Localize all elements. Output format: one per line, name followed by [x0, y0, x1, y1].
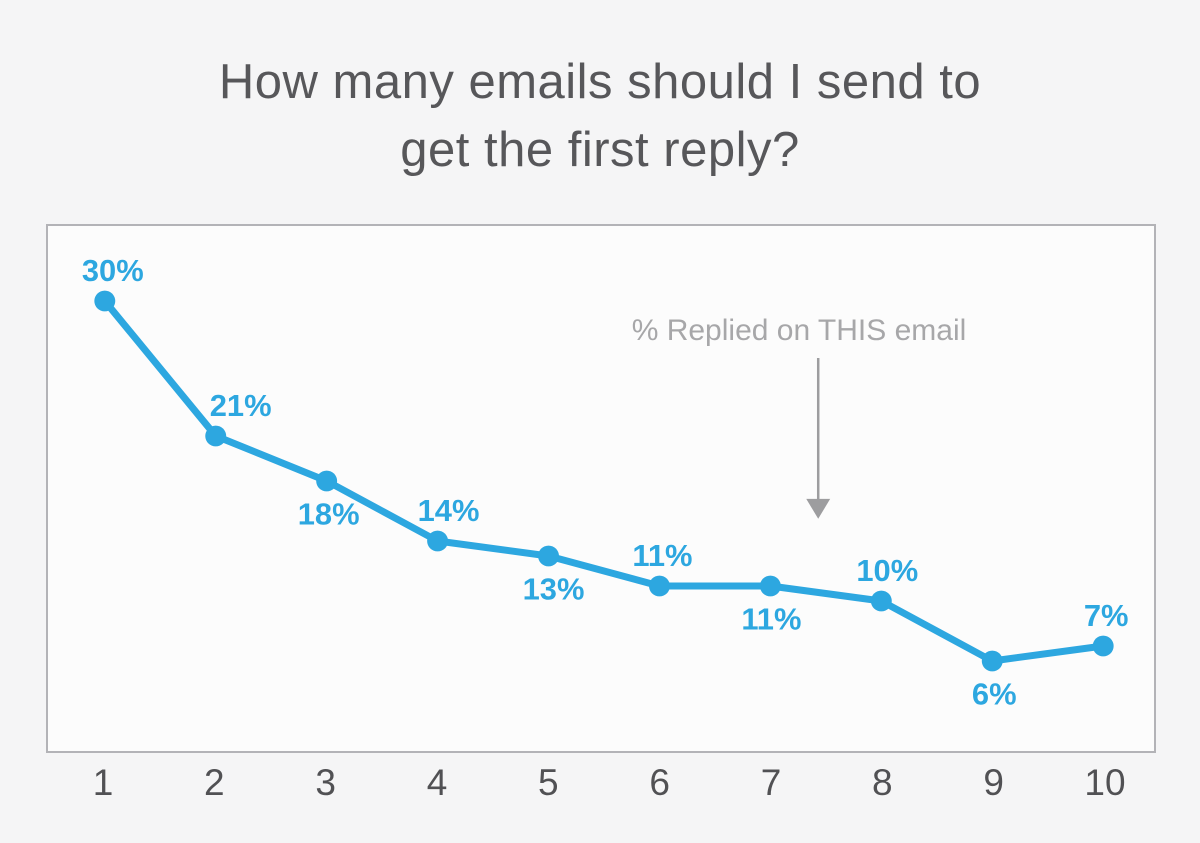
data-point [1092, 635, 1114, 657]
data-point-label: 14% [418, 493, 480, 528]
chart-title-line1: How many emails should I send to [218, 55, 982, 109]
x-axis-tick-label: 2 [204, 762, 225, 803]
data-point [981, 650, 1003, 672]
x-axis-tick-label: 5 [538, 762, 559, 803]
x-axis-tick-label: 8 [872, 762, 893, 803]
x-axis-tick-label: 10 [1084, 762, 1126, 803]
data-point [759, 575, 781, 597]
annotation-arrowhead-icon [806, 498, 831, 519]
data-point [870, 590, 892, 612]
data-point-label: 7% [1084, 598, 1129, 633]
data-point [427, 530, 449, 552]
x-axis: 1 2 3 4 5 6 7 8 9 10 [46, 762, 1156, 812]
x-axis-tick-label: 3 [315, 762, 336, 803]
x-axis-tick-label: 7 [760, 762, 782, 803]
series-annotation: % Replied on THIS email [631, 314, 967, 347]
x-axis-tick-label: 9 [983, 762, 1004, 803]
chart-title-line2: get the first reply? [400, 123, 800, 177]
data-point-label: 10% [856, 553, 918, 588]
series-layer: 30% 21% 18% 14% 13% 11% 11% 10% 6% 7% [82, 253, 1129, 711]
data-point-label: 13% [523, 572, 585, 607]
data-point [205, 425, 227, 447]
line-chart-svg: 30% 21% 18% 14% 13% 11% 11% 10% 6% 7% [82, 253, 1129, 711]
data-point [94, 290, 116, 312]
data-point-label: 18% [298, 497, 360, 532]
data-point [316, 470, 338, 492]
data-point [538, 545, 559, 567]
data-point [648, 575, 670, 597]
chart-title: How many emails should I send to get the… [0, 48, 1200, 184]
x-axis-tick-label: 6 [649, 762, 670, 803]
data-point-label: 6% [972, 677, 1017, 712]
series-line [101, 297, 1107, 665]
x-axis-tick-label: 1 [92, 762, 114, 803]
plot-area: 30% 21% 18% 14% 13% 11% 11% 10% 6% 7% % Replied o… [46, 224, 1156, 753]
data-point-label: 11% [632, 538, 692, 573]
data-point-label: 11% [741, 602, 801, 637]
x-axis-tick-label: 4 [426, 762, 448, 803]
data-point-label: 30% [82, 253, 144, 288]
data-point-label: 21% [210, 388, 272, 423]
